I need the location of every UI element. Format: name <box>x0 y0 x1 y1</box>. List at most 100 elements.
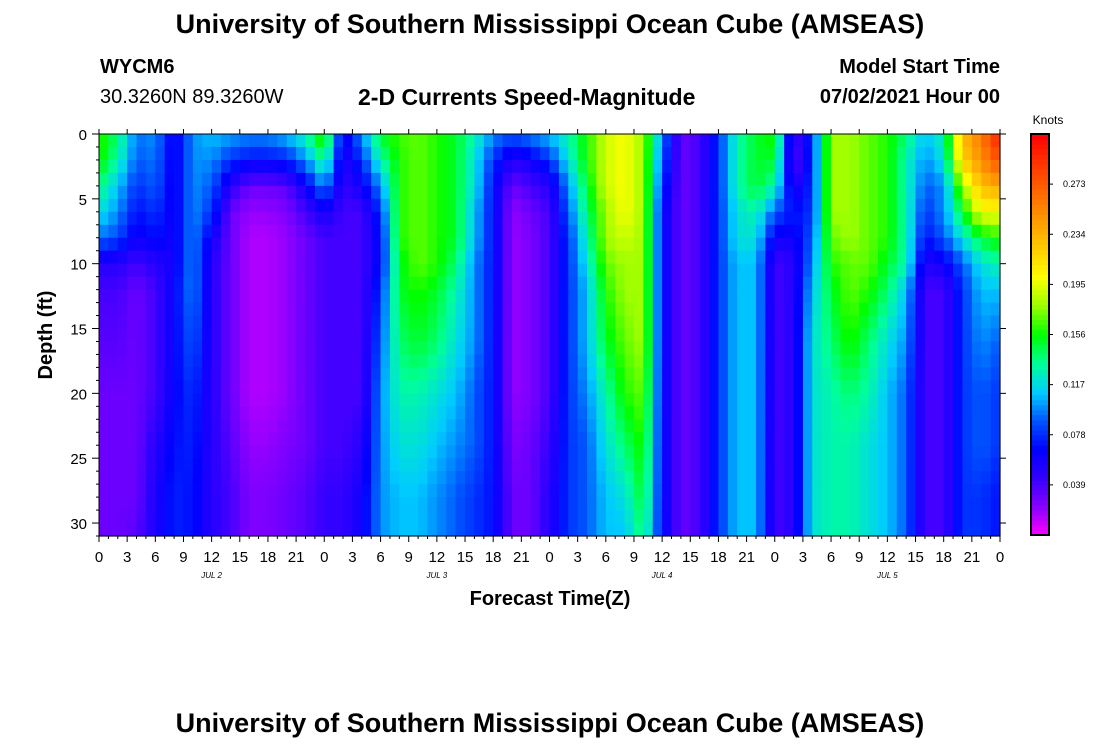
colorbar-segment <box>1031 274 1049 280</box>
heatmap-cell <box>361 198 372 213</box>
heatmap-cell <box>718 380 729 394</box>
heatmap-cell <box>361 458 372 472</box>
heatmap-cell <box>849 341 860 356</box>
heatmap-cell <box>202 302 213 317</box>
heatmap-cell <box>343 354 354 369</box>
heatmap-cell <box>324 484 335 498</box>
heatmap-cell <box>164 315 175 330</box>
heatmap-cell <box>896 406 907 420</box>
heatmap-cell <box>812 263 823 278</box>
heatmap-cell <box>230 211 241 226</box>
heatmap-cell <box>399 237 410 252</box>
heatmap-cell <box>511 276 522 291</box>
heatmap-cell <box>849 185 860 200</box>
heatmap-cell <box>399 134 410 148</box>
heatmap-cell <box>108 276 119 291</box>
heatmap-cell <box>136 328 147 343</box>
heatmap-cell <box>399 224 410 239</box>
heatmap-cell <box>699 263 710 278</box>
heatmap-cell <box>971 289 982 304</box>
heatmap-cell <box>371 341 382 356</box>
heatmap-cell <box>934 146 945 161</box>
heatmap-cell <box>962 237 973 252</box>
heatmap-cell <box>831 224 842 239</box>
heatmap-cell <box>896 134 907 148</box>
heatmap-cell <box>765 289 776 304</box>
heatmap-cell <box>652 497 663 511</box>
colorbar-segment <box>1031 419 1049 426</box>
heatmap-cell <box>239 523 250 537</box>
heatmap-cell <box>887 134 898 148</box>
heatmap-cell <box>934 328 945 343</box>
heatmap-cell <box>896 380 907 394</box>
heatmap-cell <box>690 510 701 524</box>
heatmap-cell <box>361 432 372 446</box>
heatmap-cell <box>615 276 626 291</box>
heatmap-cell <box>821 134 832 148</box>
heatmap-cell <box>652 224 663 239</box>
heatmap-cell <box>352 432 363 446</box>
heatmap-cell <box>99 497 109 511</box>
heatmap-cell <box>530 134 541 148</box>
heatmap-cell <box>906 419 917 433</box>
heatmap-cell <box>821 237 832 252</box>
heatmap-cell <box>230 458 241 472</box>
heatmap-cell <box>174 172 185 187</box>
heatmap-cell <box>690 523 701 537</box>
heatmap-cell <box>924 315 935 330</box>
heatmap-cell <box>305 172 316 187</box>
heatmap-cell <box>624 224 635 239</box>
heatmap-cell <box>915 484 926 498</box>
y-axis-label: Depth (ft) <box>35 291 57 380</box>
heatmap-cell <box>399 198 410 213</box>
heatmap-cell <box>643 354 654 369</box>
heatmap-cell <box>117 432 128 446</box>
heatmap-cell <box>577 484 588 498</box>
heatmap-cell <box>465 523 476 537</box>
heatmap-cell <box>511 510 522 524</box>
heatmap-cell <box>418 523 429 537</box>
heatmap-cell <box>877 341 888 356</box>
heatmap-cell <box>174 237 185 252</box>
heatmap-cell <box>709 134 720 148</box>
heatmap-cell <box>136 211 147 226</box>
heatmap-cell <box>174 250 185 265</box>
heatmap-cell <box>812 471 823 485</box>
heatmap-cell <box>314 172 325 187</box>
heatmap-cell <box>784 341 795 356</box>
heatmap-cell <box>671 484 682 498</box>
heatmap-cell <box>709 146 720 161</box>
heatmap-cell <box>117 367 128 381</box>
heatmap-cell <box>108 354 119 369</box>
heatmap-cell <box>418 471 429 485</box>
heatmap-cell <box>436 393 447 407</box>
heatmap-cell <box>211 185 222 200</box>
heatmap-cell <box>465 458 476 472</box>
heatmap-cell <box>221 172 231 187</box>
heatmap-cell <box>164 341 175 356</box>
heatmap-cell <box>483 224 494 239</box>
heatmap-cell <box>662 445 673 459</box>
heatmap-cell <box>971 393 982 407</box>
heatmap-cell <box>577 406 588 420</box>
heatmap-cell <box>737 419 748 433</box>
heatmap-cell <box>802 159 813 174</box>
heatmap-cell <box>502 497 513 511</box>
heatmap-cell <box>849 445 860 459</box>
heatmap-cell <box>361 471 372 485</box>
heatmap-cell <box>164 172 175 187</box>
heatmap-cell <box>737 250 748 265</box>
heatmap-cell <box>990 523 1001 537</box>
heatmap-cell <box>765 263 776 278</box>
heatmap-cell <box>718 146 729 161</box>
heatmap-cell <box>840 263 851 278</box>
heatmap-cell <box>624 471 635 485</box>
heatmap-cell <box>108 393 119 407</box>
heatmap-cell <box>540 380 551 394</box>
heatmap-cell <box>502 134 513 148</box>
heatmap-cell <box>877 237 888 252</box>
heatmap-cell <box>380 302 391 317</box>
heatmap-cell <box>540 172 551 187</box>
heatmap-cell <box>774 134 785 148</box>
heatmap-cell <box>981 445 992 459</box>
